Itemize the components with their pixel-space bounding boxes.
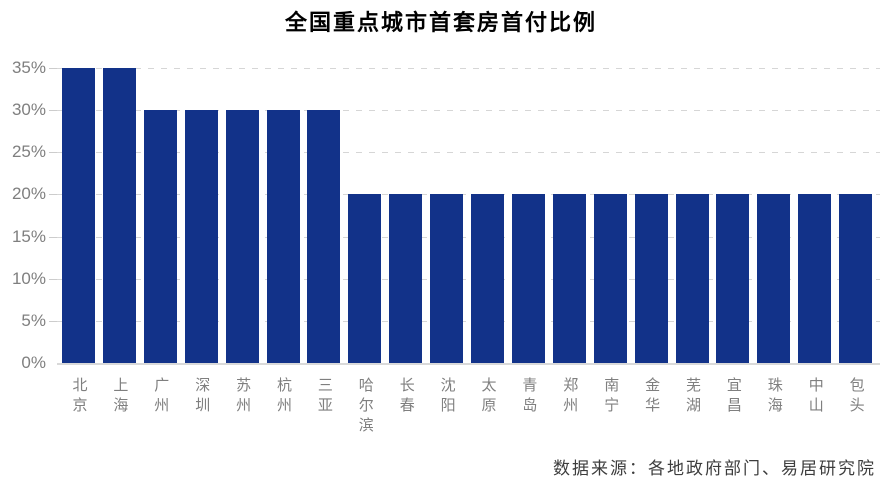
y-axis-label-25: 25% (11, 142, 46, 162)
gridline-5 (57, 320, 880, 322)
bar-金华 (634, 194, 668, 363)
bar-郑州 (552, 194, 586, 363)
bar-珠海 (757, 194, 791, 363)
x-axis-line (57, 363, 880, 365)
x-axis-label-北京: 北京 (70, 377, 88, 417)
bar-上海 (102, 68, 136, 363)
y-axis-tick-35 (49, 68, 57, 69)
x-axis-label-广州: 广州 (152, 377, 170, 417)
x-axis-label-沈阳: 沈阳 (438, 377, 456, 417)
bar-苏州 (225, 110, 259, 363)
bar-三亚 (307, 110, 341, 363)
gridline-25 (57, 152, 880, 154)
y-axis-label-20: 20% (11, 184, 46, 204)
bar-包头 (839, 194, 873, 363)
x-axis-label-苏州: 苏州 (234, 377, 252, 417)
y-axis-label-15: 15% (11, 226, 46, 246)
bar-杭州 (266, 110, 300, 363)
x-axis-label-深圳: 深圳 (193, 377, 211, 417)
x-axis-label-宜昌: 宜昌 (724, 377, 742, 417)
x-axis-label-南宁: 南宁 (602, 377, 620, 417)
y-axis-label-35: 35% (11, 58, 46, 77)
y-axis-tick-15 (49, 236, 57, 238)
bar-南宁 (593, 194, 627, 363)
x-axis-label-芜湖: 芜湖 (684, 377, 701, 417)
x-axis-label-长春: 长春 (397, 377, 415, 417)
bar-芜湖 (675, 194, 709, 363)
bar-沈阳 (430, 194, 464, 363)
gridline-30 (57, 110, 880, 112)
x-axis-label-三亚: 三亚 (315, 377, 333, 417)
y-axis-label-0: 0% (21, 353, 46, 372)
source-note: 数据来源：各地政府部门、易居研究院 (553, 459, 876, 478)
x-axis-label-哈尔滨: 哈尔滨 (356, 377, 374, 437)
x-axis-label-金华: 金华 (643, 377, 661, 417)
y-axis-tick-20 (49, 194, 57, 196)
y-axis-label-30: 30% (11, 100, 46, 120)
bar-北京 (62, 68, 95, 363)
chart-title: 全国重点城市首套房首付比例 (284, 10, 597, 35)
gridline-10 (57, 278, 880, 280)
gridline-35 (57, 68, 880, 69)
y-axis-tick-25 (49, 152, 57, 154)
bar-宜昌 (716, 194, 750, 363)
x-axis-label-中山: 中山 (806, 377, 824, 417)
y-axis-tick-5 (49, 320, 57, 322)
bar-深圳 (184, 110, 218, 363)
y-axis-label-10: 10% (11, 268, 46, 288)
bar-广州 (143, 110, 177, 363)
bar-太原 (471, 194, 504, 363)
y-axis-label-5: 5% (21, 310, 46, 330)
x-axis-label-太原: 太原 (479, 377, 497, 417)
y-axis-tick-30 (49, 110, 57, 112)
x-axis-label-珠海: 珠海 (765, 377, 783, 417)
gridline-20 (57, 194, 880, 196)
bar-哈尔滨 (348, 194, 382, 363)
bar-长春 (389, 194, 423, 363)
x-axis-label-青岛: 青岛 (520, 377, 538, 417)
x-axis-label-上海: 上海 (111, 377, 129, 417)
bar-青岛 (511, 194, 545, 363)
y-axis-tick-10 (49, 278, 57, 280)
gridline-15 (57, 236, 880, 238)
x-axis-label-包头: 包头 (847, 377, 865, 417)
bar-中山 (798, 194, 832, 363)
x-axis-label-杭州: 杭州 (275, 377, 292, 417)
x-axis-label-郑州: 郑州 (561, 377, 579, 417)
